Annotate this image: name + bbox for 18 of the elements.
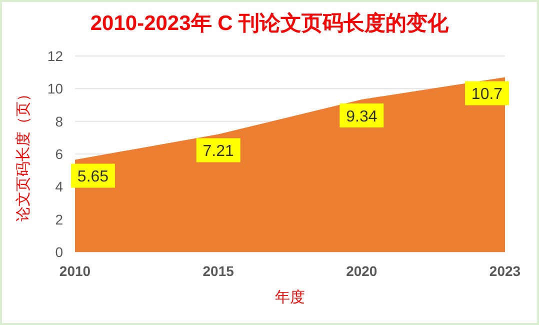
y-tick-label: 12	[47, 48, 64, 64]
data-label: 7.21	[202, 143, 234, 160]
x-tick-label: 2010	[59, 263, 91, 279]
y-tick-label: 4	[55, 178, 64, 195]
y-tick-label: 0	[55, 244, 64, 260]
chart-title: 2010-2023年 C 刊论文页码长度的变化	[90, 11, 450, 35]
data-label: 9.34	[346, 108, 378, 126]
y-tick-label: 6	[55, 146, 64, 162]
x-tick-label: 2015	[202, 263, 234, 279]
y-tick-label: 8	[55, 113, 64, 130]
x-tick-label: 2020	[346, 263, 378, 279]
data-label: 5.65	[77, 168, 109, 186]
x-axis-title: 年度	[275, 288, 305, 306]
data-label: 10.7	[471, 86, 503, 104]
y-tick-label: 2	[55, 211, 64, 228]
x-tick-label: 2023	[489, 263, 521, 279]
y-tick-label: 10	[47, 80, 64, 97]
y-axis-title: 论文页码长度（页）	[14, 86, 32, 222]
